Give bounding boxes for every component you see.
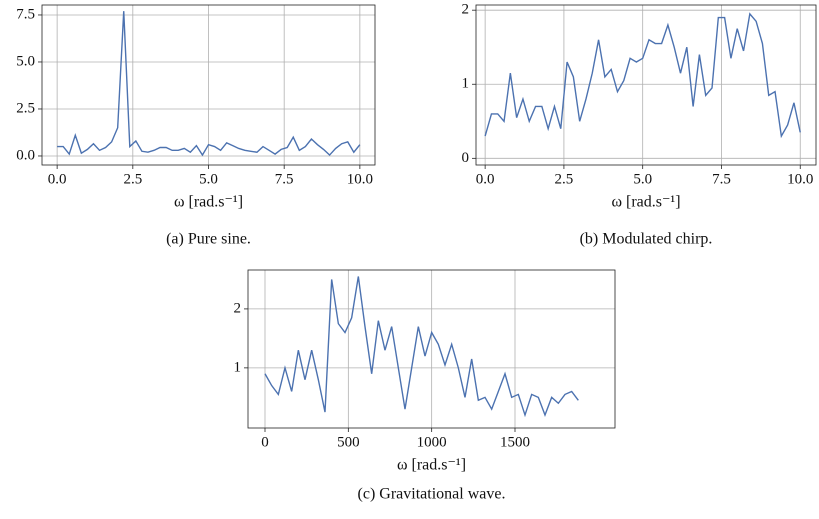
y-tick-label: 0.0 bbox=[16, 147, 35, 163]
x-tick-label: 10.0 bbox=[787, 171, 813, 187]
x-tick-label: 5.0 bbox=[199, 171, 218, 187]
axes-frame bbox=[41, 4, 376, 166]
data-line bbox=[264, 276, 579, 418]
y-tick-label: 2 bbox=[234, 300, 242, 316]
x-axis-label: ω [rad.s⁻¹] bbox=[611, 194, 680, 211]
x-tick-label: 1000 bbox=[417, 434, 447, 450]
x-tick-label: 5.0 bbox=[633, 171, 652, 187]
x-tick-label: 1500 bbox=[500, 434, 530, 450]
x-tick-label: 0 bbox=[261, 434, 269, 450]
x-tick-label: 2.5 bbox=[123, 171, 142, 187]
caption: (a) Pure sine. bbox=[166, 231, 251, 248]
caption: (c) Gravitational wave. bbox=[358, 486, 506, 503]
y-tick-label: 1 bbox=[234, 359, 242, 375]
x-tick-label: 0.0 bbox=[48, 171, 67, 187]
data-line bbox=[484, 12, 801, 139]
x-axis-label: ω [rad.s⁻¹] bbox=[174, 194, 243, 211]
x-tick-label: 10.0 bbox=[347, 171, 373, 187]
axes-frame bbox=[475, 4, 817, 166]
y-tick-label: 2.5 bbox=[16, 100, 35, 116]
x-tick-label: 0.0 bbox=[476, 171, 495, 187]
x-axis-label: ω [rad.s⁻¹] bbox=[397, 457, 466, 474]
axes-frame bbox=[247, 269, 616, 429]
y-tick-label: 2 bbox=[462, 2, 470, 18]
data-line bbox=[57, 11, 361, 157]
y-tick-label: 5.0 bbox=[16, 53, 35, 69]
x-tick-label: 500 bbox=[337, 434, 360, 450]
y-tick-label: 1 bbox=[462, 76, 470, 92]
x-tick-label: 7.5 bbox=[712, 171, 731, 187]
y-tick-label: 7.5 bbox=[16, 6, 35, 22]
caption: (b) Modulated chirp. bbox=[580, 231, 713, 248]
x-tick-label: 2.5 bbox=[555, 171, 574, 187]
y-tick-label: 0 bbox=[462, 150, 470, 166]
x-tick-label: 7.5 bbox=[275, 171, 294, 187]
